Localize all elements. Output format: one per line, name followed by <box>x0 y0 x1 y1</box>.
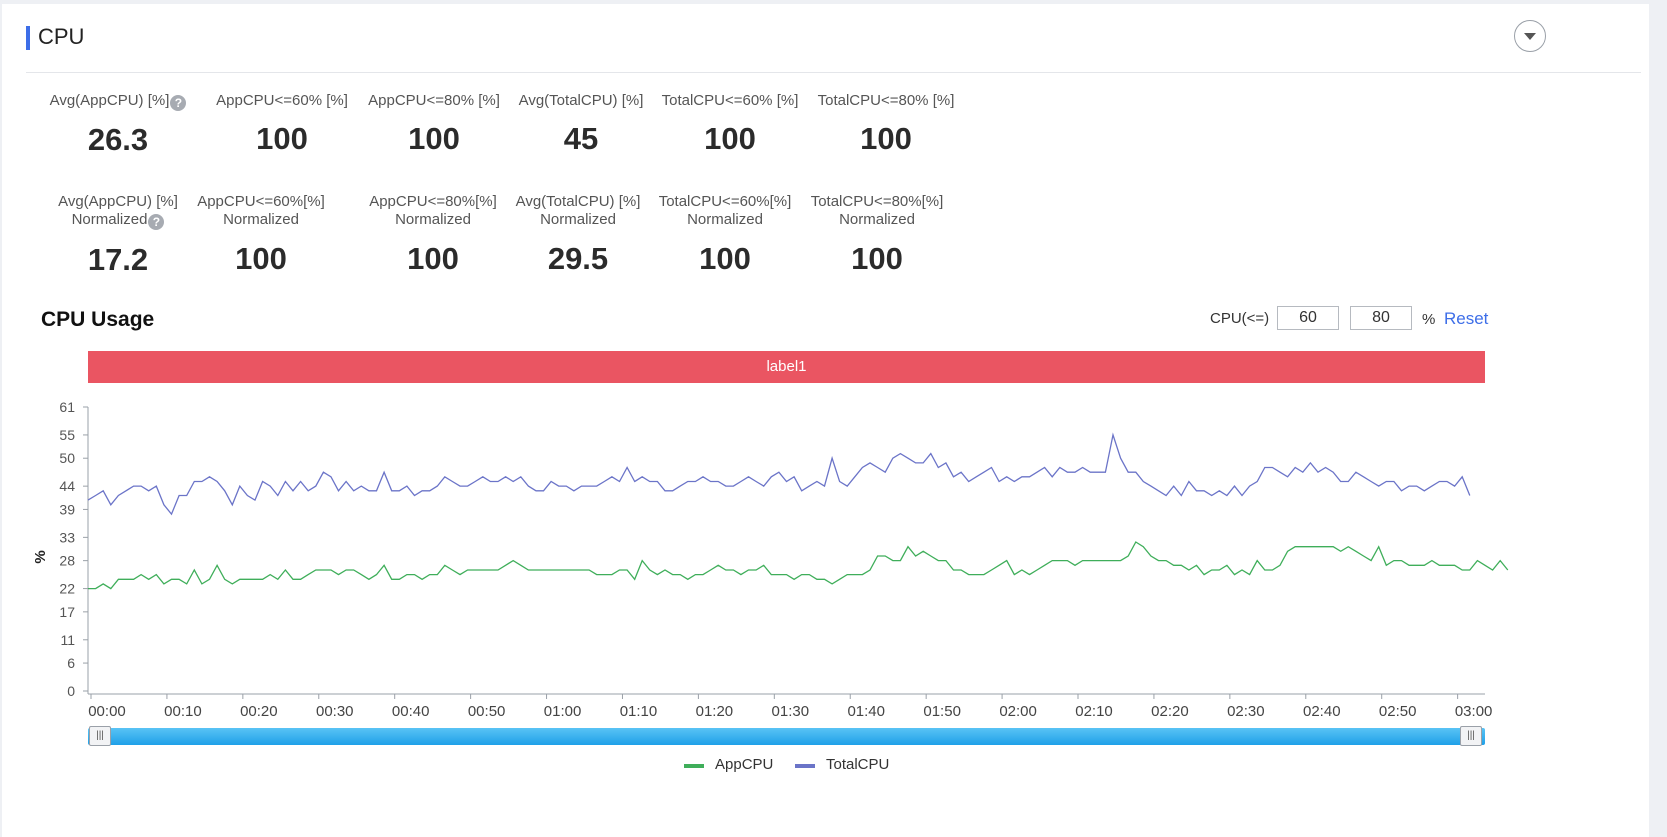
cpu-threshold-label: CPU(<=) <box>1210 310 1270 327</box>
cpu-usage-title: CPU Usage <box>41 308 155 331</box>
metric-label: TotalCPU<=60% [%] <box>661 92 799 109</box>
title-accent-bar <box>26 26 30 50</box>
grip-icon: ||| <box>96 730 104 741</box>
metric-value: 17.2 <box>87 242 149 277</box>
legend-swatch <box>795 764 815 768</box>
metric-label: AppCPU<=80% [%] <box>368 92 500 109</box>
metric-value: 100 <box>699 241 751 276</box>
legend-label: TotalCPU <box>826 756 890 773</box>
metric-label: TotalCPU<=80% [%] <box>817 92 955 109</box>
metric-label: TotalCPU<=60%[%] <box>658 193 792 210</box>
metric-value: 100 <box>235 241 287 276</box>
metric-appcpu-60: AppCPU<=60% [%] 100 <box>207 92 357 157</box>
metric-value: 100 <box>407 241 459 276</box>
metric-label: AppCPU<=60% [%] <box>216 92 348 109</box>
metric-value: 100 <box>256 121 308 156</box>
metric-label: Avg(TotalCPU) [%] <box>515 193 641 210</box>
metric-avg-totalcpu: Avg(TotalCPU) [%] 45 <box>506 92 656 157</box>
legend-label: AppCPU <box>715 756 774 773</box>
metric-avg-totalcpu-normalized: Avg(TotalCPU) [%] Normalized 29.5 <box>503 193 653 277</box>
metric-label: Avg(AppCPU) [%] <box>49 92 170 109</box>
time-range-slider[interactable] <box>88 728 1485 745</box>
metric-appcpu-80-normalized: AppCPU<=80%[%] Normalized 100 <box>358 193 508 277</box>
metric-value: 100 <box>408 121 460 156</box>
collapse-button[interactable] <box>1514 20 1546 52</box>
metric-label: AppCPU<=80%[%] <box>369 193 497 210</box>
legend-swatch <box>684 764 704 768</box>
metric-appcpu-60-normalized: AppCPU<=60%[%] Normalized 100 <box>186 193 336 277</box>
metric-label-normalized: Normalized <box>395 211 471 228</box>
metric-totalcpu-80: TotalCPU<=80% [%] 100 <box>811 92 961 157</box>
help-icon[interactable]: ? <box>148 214 165 230</box>
metric-label: TotalCPU<=80%[%] <box>810 193 944 210</box>
metric-totalcpu-80-normalized: TotalCPU<=80%[%] Normalized 100 <box>802 193 952 277</box>
grip-icon: ||| <box>1467 730 1475 741</box>
metric-value: 100 <box>851 241 903 276</box>
metric-label: Avg(AppCPU) [%] <box>58 193 178 210</box>
metric-value: 100 <box>860 121 912 156</box>
metric-label: Avg(TotalCPU) [%] <box>518 92 644 109</box>
reset-link[interactable]: Reset <box>1444 309 1489 328</box>
metric-label-normalized: Normalized <box>540 211 616 228</box>
metric-label-normalized: Normalized <box>223 211 299 228</box>
metric-label-normalized: Normalized <box>687 211 763 228</box>
help-icon[interactable]: ? <box>170 95 187 111</box>
section-header: CPU <box>26 4 1641 73</box>
threshold-60-input[interactable] <box>1277 306 1339 330</box>
cpu-panel: CPU <box>2 4 1649 837</box>
metric-totalcpu-60: TotalCPU<=60% [%] 100 <box>655 92 805 157</box>
metric-value: 100 <box>704 121 756 156</box>
metric-label-normalized: Normalized <box>71 211 148 228</box>
metric-value: 45 <box>563 121 599 156</box>
metric-totalcpu-60-normalized: TotalCPU<=60%[%] Normalized 100 <box>650 193 800 277</box>
metric-avg-appcpu-normalized: Avg(AppCPU) [%] Normalized? 17.2 <box>43 193 193 278</box>
percent-unit: % <box>1422 311 1436 328</box>
metric-value: 26.3 <box>87 122 149 157</box>
label-band[interactable]: label1 <box>88 351 1485 383</box>
metric-label-normalized: Normalized <box>839 211 915 228</box>
metric-label: AppCPU<=60%[%] <box>197 193 325 210</box>
metric-value: 29.5 <box>547 241 609 276</box>
slider-start-handle[interactable]: ||| <box>89 726 111 746</box>
chevron-down-icon <box>1524 33 1536 40</box>
metric-avg-appcpu: Avg(AppCPU) [%]? 26.3 <box>43 92 193 158</box>
slider-end-handle[interactable]: ||| <box>1460 726 1482 746</box>
threshold-80-input[interactable] <box>1350 306 1412 330</box>
page-title: CPU <box>38 24 85 49</box>
metric-appcpu-80: AppCPU<=80% [%] 100 <box>359 92 509 157</box>
